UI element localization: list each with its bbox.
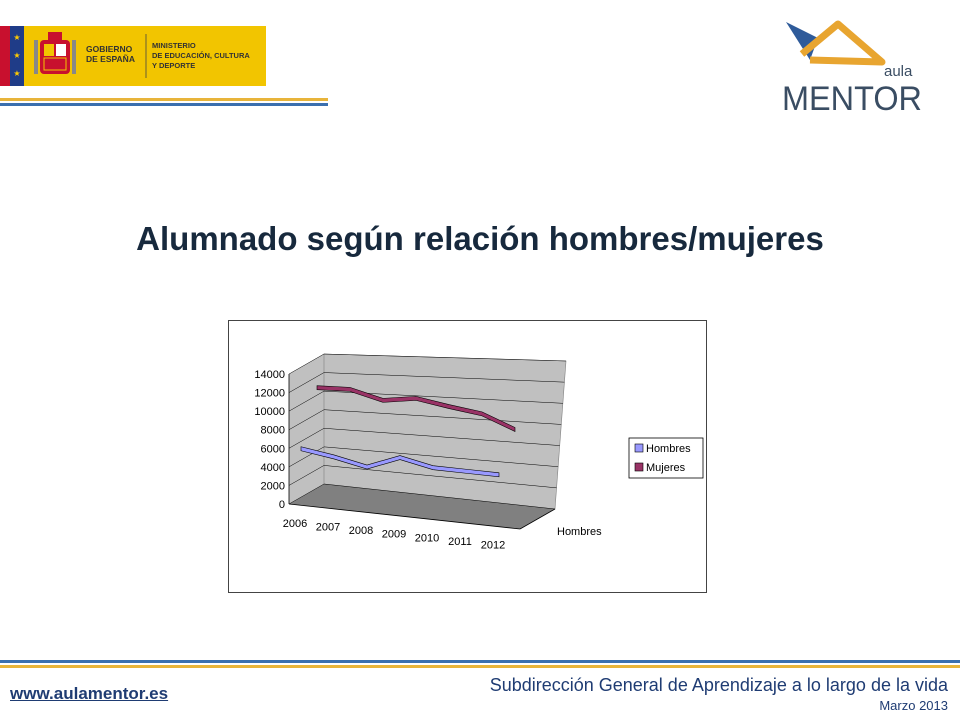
header-rule — [0, 98, 328, 106]
legend-label-mujeres: Mujeres — [646, 462, 686, 474]
series-ribbon-mujeres — [316, 385, 516, 432]
depth-axis-label: Hombres — [557, 526, 602, 538]
x-tick-label: 2010 — [415, 532, 439, 544]
ministerio-label-3: Y DEPORTE — [152, 61, 195, 70]
y-tick-label: 2000 — [261, 480, 285, 492]
y-tick-label: 12000 — [254, 388, 285, 400]
grid-line-side — [288, 409, 325, 430]
aula-mentor-emblem-icon — [786, 20, 886, 66]
legend-swatch-mujeres — [634, 462, 644, 472]
y-tick-label: 10000 — [254, 406, 285, 418]
website-link[interactable]: www.aulamentor.es — [10, 684, 169, 703]
grid-line-side — [288, 465, 325, 486]
line-chart-3d: 0 2000 4000 6000 8000 10000 12000 14000 2006 200… — [254, 353, 704, 551]
aula-mentor-logo: aula MENTOR — [782, 20, 922, 118]
grid-line-side — [288, 353, 325, 375]
grid-line-back — [323, 409, 562, 425]
grid-line-side — [288, 483, 325, 505]
footer-rule — [0, 660, 960, 668]
legend-label-hombres: Hombres — [646, 443, 691, 455]
grid-line-back — [323, 428, 560, 446]
x-tick-label: 2007 — [316, 522, 340, 534]
grid-line-side — [288, 372, 325, 393]
organization-name: Subdirección General de Aprendizaje a lo… — [489, 675, 948, 695]
gobierno-espana-logo: ★ ★ ★ GOBIERNO DE ESPAÑA MINISTERIO DE E… — [0, 26, 266, 86]
legend-swatch-hombres — [634, 443, 644, 453]
ministerio-label-2: DE EDUCACIÓN, CULTURA — [152, 51, 250, 60]
x-tick-label: 2012 — [481, 539, 505, 551]
chart-legend: Hombres Mujeres — [628, 437, 704, 479]
grid-line-back — [323, 372, 565, 383]
x-tick-label: 2011 — [448, 536, 472, 548]
chart-side-wall — [289, 354, 324, 504]
svg-text:★: ★ — [13, 33, 20, 42]
chart-floor — [289, 484, 555, 529]
de-espana-label: DE ESPAÑA — [86, 54, 135, 64]
y-tick-label: 0 — [279, 499, 285, 511]
grid-line-side — [288, 428, 325, 449]
x-tick-label: 2008 — [349, 525, 373, 537]
coat-of-arms-icon — [34, 32, 76, 74]
grid-line-side — [288, 390, 325, 412]
mentor-label: MENTOR — [782, 80, 922, 118]
y-tick-label: 6000 — [261, 443, 285, 455]
gobierno-label: GOBIERNO — [86, 44, 133, 54]
slide-title: Alumnado según relación hombres/mujeres — [136, 220, 824, 257]
grid-line-back — [323, 353, 567, 362]
x-tick-label: 2006 — [283, 518, 307, 530]
svg-text:★: ★ — [13, 51, 20, 60]
x-tick-label: 2009 — [382, 529, 406, 541]
grid-line-back — [323, 446, 559, 467]
y-tick-label: 14000 — [254, 369, 285, 381]
chart-frame: 0 2000 4000 6000 8000 10000 12000 14000 2006 200… — [228, 320, 707, 593]
y-tick-label: 8000 — [261, 425, 285, 437]
aula-label: aula — [884, 63, 913, 80]
grid-line-back — [323, 465, 557, 489]
footer-date: Marzo 2013 — [879, 698, 948, 713]
y-tick-label: 4000 — [261, 462, 285, 474]
ministerio-label: MINISTERIO — [152, 41, 196, 50]
grid-line-back — [323, 483, 556, 510]
series-ribbon-hombres — [300, 446, 500, 478]
grid-line-side — [288, 446, 325, 468]
svg-text:★: ★ — [13, 69, 20, 78]
